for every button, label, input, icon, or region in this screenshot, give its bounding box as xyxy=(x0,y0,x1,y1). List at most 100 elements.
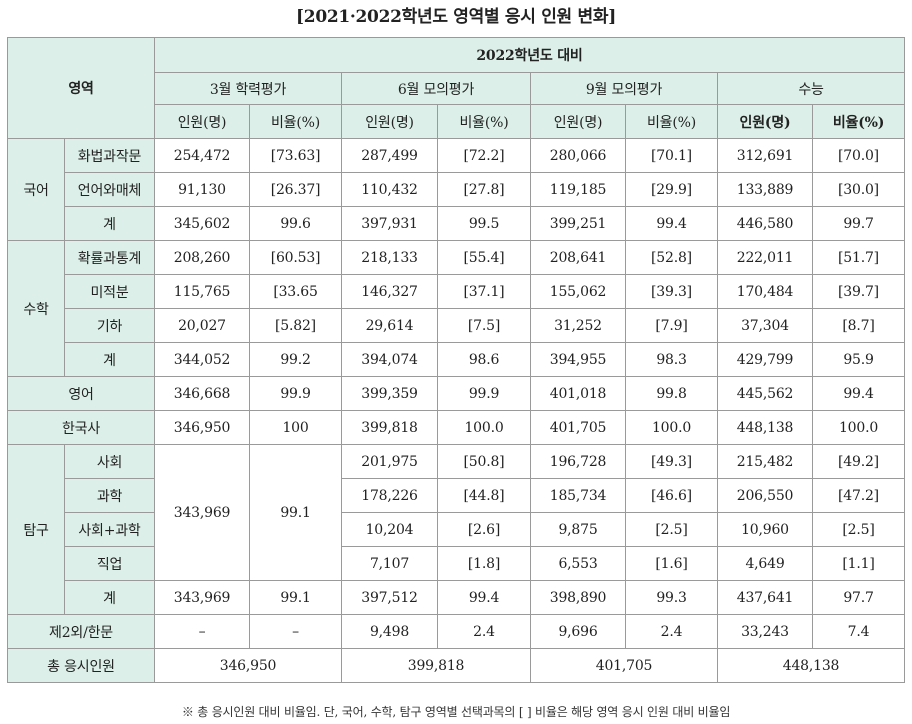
cell: 99.8 xyxy=(625,376,718,411)
cell: [60.53] xyxy=(249,240,342,275)
cell: 99.5 xyxy=(437,206,531,241)
area-label-korean: 국어 xyxy=(7,138,65,241)
count-header: 인원(명) xyxy=(341,104,438,139)
cell: [49.2] xyxy=(812,444,905,479)
subject-label: 과학 xyxy=(64,478,155,513)
cell: 178,226 xyxy=(341,478,438,513)
cell: 100.0 xyxy=(437,410,531,445)
cell: [2.6] xyxy=(437,512,531,547)
cell: [73.63] xyxy=(249,138,342,173)
cell: [70.0] xyxy=(812,138,905,173)
exam-header-suneung: 수능 xyxy=(717,72,905,105)
cell: 346,668 xyxy=(154,376,250,411)
cell: 343,969 xyxy=(154,580,250,615)
subject-label: 화법과작문 xyxy=(64,138,155,173)
cell: 110,432 xyxy=(341,172,438,207)
cell: 399,251 xyxy=(530,206,626,241)
cell: 437,641 xyxy=(717,580,813,615)
subject-label: 직업 xyxy=(64,546,155,581)
table-row: 계 344,052 99.2 394,074 98.6 394,955 98.3… xyxy=(8,342,905,377)
cell: 208,641 xyxy=(530,240,626,275)
exam-header-june: 6월 모의평가 xyxy=(341,72,531,105)
cell: [26.37] xyxy=(249,172,342,207)
cell: [44.8] xyxy=(437,478,531,513)
exam-header-march: 3월 학력평가 xyxy=(154,72,342,105)
count-header: 인원(명) xyxy=(154,104,250,139)
cell: 401,705 xyxy=(530,410,626,445)
cell: 99.6 xyxy=(249,206,342,241)
area-header: 영역 xyxy=(7,37,155,139)
cell: 100 xyxy=(249,410,342,445)
area-label-english: 영어 xyxy=(7,376,155,411)
cell: 7.4 xyxy=(812,614,905,649)
cell: [50.8] xyxy=(437,444,531,479)
inquiry-march-count: 343,969 xyxy=(154,444,250,581)
cell: 201,975 xyxy=(341,444,438,479)
cell: [39.3] xyxy=(625,274,718,309)
cell: 394,074 xyxy=(341,342,438,377)
cell: 99.4 xyxy=(437,580,531,615)
table-row: 영어 346,668 99.9 399,359 99.9 401,018 99.… xyxy=(7,376,905,411)
subject-label: 계 xyxy=(64,206,155,241)
cell: 99.4 xyxy=(625,206,718,241)
cell: [27.8] xyxy=(437,172,531,207)
area-label-history: 한국사 xyxy=(7,410,155,445)
cell: 7,107 xyxy=(341,546,438,581)
cell: 9,696 xyxy=(530,614,626,649)
cell: 4,649 xyxy=(717,546,813,581)
cell: [70.1] xyxy=(625,138,718,173)
cell: [55.4] xyxy=(437,240,531,275)
cell: 33,243 xyxy=(717,614,813,649)
cell: [1.8] xyxy=(437,546,531,581)
cell: – xyxy=(154,614,250,649)
subject-label: 기하 xyxy=(64,308,155,343)
cell: 429,799 xyxy=(717,342,813,377)
cell: 10,960 xyxy=(717,512,813,547)
cell: [1.1] xyxy=(812,546,905,581)
table-row: 계 345,602 99.6 397,931 99.5 399,251 99.4… xyxy=(8,206,905,241)
cell: 9,498 xyxy=(341,614,438,649)
cell: 196,728 xyxy=(530,444,626,479)
area-label-math: 수학 xyxy=(7,240,65,377)
cell: 146,327 xyxy=(341,274,438,309)
cell: 37,304 xyxy=(717,308,813,343)
subject-label: 언어와매체 xyxy=(64,172,155,207)
cell: 222,011 xyxy=(717,240,813,275)
cell: 115,765 xyxy=(154,274,250,309)
subject-label: 사회 xyxy=(64,444,155,479)
cell: 31,252 xyxy=(530,308,626,343)
cell: 401,018 xyxy=(530,376,626,411)
cell: [30.0] xyxy=(812,172,905,207)
subject-label: 미적분 xyxy=(64,274,155,309)
cell: [7.9] xyxy=(625,308,718,343)
cell: [46.6] xyxy=(625,478,718,513)
ratio-header: 비율(%) xyxy=(812,104,905,139)
cell: 133,889 xyxy=(717,172,813,207)
table-row: 제2외/한문 – – 9,498 2.4 9,696 2.4 33,243 7.… xyxy=(7,614,905,649)
cell: 10,204 xyxy=(341,512,438,547)
cell: 97.7 xyxy=(812,580,905,615)
exam-header-september: 9월 모의평가 xyxy=(530,72,718,105)
table-row: 기하 20,027 [5.82] 29,614 [7.5] 31,252 [7.… xyxy=(8,308,905,343)
cell: 95.9 xyxy=(812,342,905,377)
cell: [2.5] xyxy=(625,512,718,547)
table-row: 언어와매체 91,130 [26.37] 110,432 [27.8] 119,… xyxy=(8,172,905,207)
cell: 445,562 xyxy=(717,376,813,411)
subject-label: 확률과통계 xyxy=(64,240,155,275)
cell: 448,138 xyxy=(717,410,813,445)
cell: [1.6] xyxy=(625,546,718,581)
cell: [5.82] xyxy=(249,308,342,343)
count-header: 인원(명) xyxy=(717,104,813,139)
cell: [52.8] xyxy=(625,240,718,275)
cell: 398,890 xyxy=(530,580,626,615)
cell: 312,691 xyxy=(717,138,813,173)
cell: [29.9] xyxy=(625,172,718,207)
cell: 218,133 xyxy=(341,240,438,275)
cell: 29,614 xyxy=(341,308,438,343)
table-row: 수학 확률과통계 208,260 [60.53] 218,133 [55.4] … xyxy=(7,240,905,377)
cell: 6,553 xyxy=(530,546,626,581)
cell: 399,359 xyxy=(341,376,438,411)
cell: 287,499 xyxy=(341,138,438,173)
cell: 448,138 xyxy=(717,648,905,683)
cell: [49.3] xyxy=(625,444,718,479)
